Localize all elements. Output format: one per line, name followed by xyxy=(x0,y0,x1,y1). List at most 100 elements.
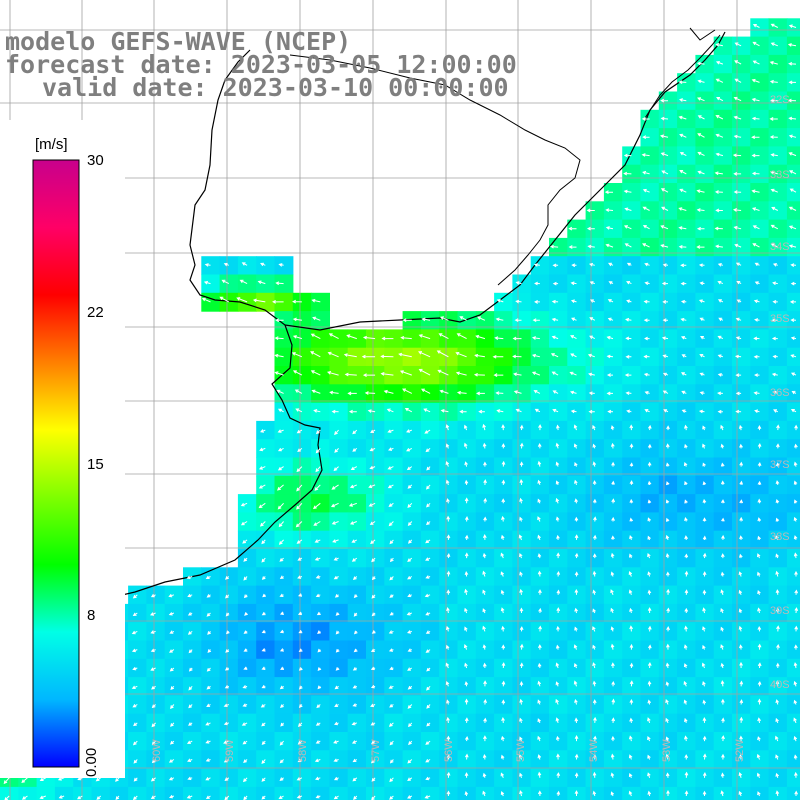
wind-arrow xyxy=(131,648,138,653)
wind-arrow xyxy=(794,443,798,449)
wind-arrow xyxy=(678,80,687,85)
speed-cell xyxy=(622,713,642,733)
wind-arrow xyxy=(39,777,47,781)
wind-arrow xyxy=(683,699,688,705)
wind-arrow xyxy=(482,552,487,559)
coastline-main xyxy=(4,49,323,613)
wind-arrow xyxy=(538,589,542,595)
wind-arrow xyxy=(629,607,633,614)
speed-cell xyxy=(256,585,276,605)
wind-arrow xyxy=(398,352,412,358)
wind-arrow xyxy=(680,372,687,376)
wind-arrow xyxy=(775,535,779,541)
wind-arrow xyxy=(592,626,596,632)
wind-arrow xyxy=(501,644,506,650)
speed-cell xyxy=(347,439,367,459)
speed-cell xyxy=(439,512,459,532)
wind-arrow xyxy=(625,336,632,341)
colorbar-gradient xyxy=(32,159,80,768)
wind-arrow xyxy=(702,644,706,650)
speed-cell xyxy=(658,183,678,202)
speed-cell xyxy=(713,183,733,202)
speed-cell xyxy=(750,549,770,568)
wind-arrow xyxy=(537,460,542,467)
wind-arrow xyxy=(665,753,670,760)
wind-arrow xyxy=(261,795,266,800)
speed-cell xyxy=(768,366,788,385)
wind-arrow xyxy=(697,97,705,102)
wind-arrow xyxy=(549,244,559,249)
wind-arrow xyxy=(684,535,689,540)
speed-cell xyxy=(512,366,532,385)
wind-arrow xyxy=(643,318,650,323)
speed-cell xyxy=(494,347,513,367)
wind-arrow xyxy=(350,466,358,470)
wind-arrow xyxy=(313,521,321,526)
speed-cell xyxy=(494,512,513,532)
speed-cell xyxy=(622,201,642,221)
wind-arrow xyxy=(698,299,705,303)
wind-arrow xyxy=(170,685,175,690)
speed-cell xyxy=(768,695,788,715)
speed-cell xyxy=(695,567,715,587)
speed-cell xyxy=(640,549,660,568)
wind-arrow xyxy=(775,517,780,522)
speed-cell xyxy=(640,768,660,788)
wind-arrow xyxy=(223,703,229,707)
speed-cell xyxy=(658,347,678,367)
wind-arrow xyxy=(702,717,707,723)
speed-cell xyxy=(750,585,770,605)
wind-arrow xyxy=(478,409,485,414)
wind-arrow xyxy=(519,571,523,577)
wind-arrow xyxy=(406,611,412,616)
speed-cell xyxy=(329,732,349,751)
wind-arrow xyxy=(721,717,725,723)
wind-arrow xyxy=(605,208,614,212)
wind-arrow xyxy=(772,354,778,359)
wind-arrow xyxy=(519,516,523,522)
wind-arrow xyxy=(684,570,689,577)
wind-arrow xyxy=(297,611,303,616)
wind-arrow xyxy=(483,497,488,504)
speed-cell xyxy=(237,677,257,696)
wind-arrow xyxy=(310,370,321,376)
speed-cell xyxy=(585,640,605,660)
wind-arrow xyxy=(437,369,449,376)
wind-arrow xyxy=(334,594,339,598)
speed-cell xyxy=(402,384,422,404)
speed-cell xyxy=(567,256,587,276)
wind-arrow xyxy=(353,648,358,653)
wind-arrow xyxy=(793,717,797,724)
wind-arrow xyxy=(537,570,542,577)
speed-cell xyxy=(475,512,495,532)
speed-cell xyxy=(640,567,660,587)
wind-arrow xyxy=(739,553,743,559)
speed-cell xyxy=(549,585,568,605)
wind-arrow xyxy=(754,409,760,413)
speed-cell xyxy=(183,603,202,623)
speed-cell xyxy=(420,402,440,422)
speed-cell xyxy=(530,658,550,678)
wind-arrow xyxy=(408,722,413,728)
wind-arrow xyxy=(331,521,339,525)
speed-cell xyxy=(311,292,330,312)
wind-arrow xyxy=(278,521,284,528)
speed-cell xyxy=(732,237,751,257)
wind-arrow xyxy=(500,552,505,559)
wind-arrow xyxy=(717,409,723,414)
wind-arrow xyxy=(205,777,211,781)
speed-cell xyxy=(366,658,385,678)
speed-cell xyxy=(658,512,678,532)
speed-cell xyxy=(695,183,715,202)
wind-arrow xyxy=(714,171,723,176)
speed-cell xyxy=(640,237,660,257)
wind-arrow xyxy=(518,534,523,541)
wind-arrow xyxy=(592,424,596,431)
wind-arrow xyxy=(790,354,797,358)
speed-cell xyxy=(786,585,800,605)
wind-arrow xyxy=(647,661,652,669)
speed-cell xyxy=(219,677,239,696)
wind-arrow xyxy=(754,262,760,267)
speed-cell xyxy=(713,36,733,56)
wind-arrow xyxy=(353,795,358,800)
